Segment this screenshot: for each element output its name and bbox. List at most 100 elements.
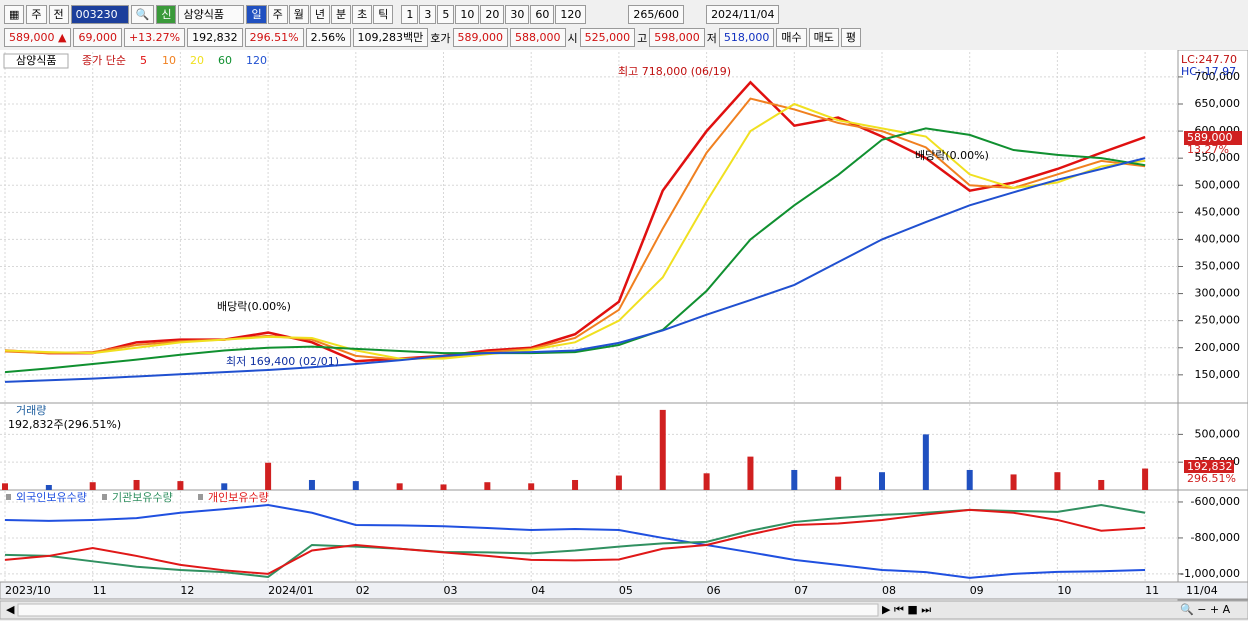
last-change-label: 13.27% xyxy=(1187,143,1229,156)
y-tick-label: -1,000,000 xyxy=(1180,567,1240,580)
legend-entry: 10 xyxy=(162,54,176,67)
volume: 192,832 xyxy=(187,28,243,47)
series-line xyxy=(4,508,1146,575)
x-tick-label: 12 xyxy=(180,584,194,597)
y-tick-label: 500,000 xyxy=(1195,178,1241,191)
volume-bar xyxy=(572,479,579,490)
series-line xyxy=(4,127,1146,374)
series-line xyxy=(4,102,1146,360)
period-button[interactable]: 년 xyxy=(309,4,330,24)
y-tick-label: 300,000 xyxy=(1195,287,1241,300)
series-line xyxy=(4,157,1146,383)
x-tick-label: 03 xyxy=(444,584,458,597)
menu-button[interactable]: ▦ xyxy=(4,4,25,24)
last-price-label: 589,000 xyxy=(1187,131,1233,144)
period-button[interactable]: 분 xyxy=(330,4,352,24)
count[interactable]: 265/600 xyxy=(628,4,685,24)
avg-button[interactable]: 평 xyxy=(840,28,862,47)
y-tick-label: -600,000 xyxy=(1191,495,1240,508)
volume-bar xyxy=(2,483,8,490)
legend-entry: 개인보유수량 xyxy=(208,491,269,504)
buy-button[interactable]: 매수 xyxy=(776,28,807,47)
volume-bar xyxy=(133,479,140,490)
quote-bar: 589,000 ▲ 69,000 +13.27% 192,832 296.51%… xyxy=(0,27,1248,48)
interval-button[interactable]: 3 xyxy=(419,4,437,24)
legend-entry: 20 xyxy=(190,54,204,67)
legend-entry: 120 xyxy=(246,54,267,67)
interval-button[interactable]: 60 xyxy=(530,4,555,24)
period-button[interactable]: 주 xyxy=(267,4,288,24)
change-pct: +13.27% xyxy=(123,28,186,47)
y-tick-label: 450,000 xyxy=(1195,205,1241,218)
last-volume-box xyxy=(1184,460,1234,473)
bid: 588,000 xyxy=(510,28,566,47)
volume-ratio: 296.51% xyxy=(244,28,304,47)
volume-bar xyxy=(352,481,359,490)
interval-button[interactable]: 10 xyxy=(455,4,480,24)
amount: 109,283백만 xyxy=(352,28,429,47)
series-line xyxy=(4,80,1146,363)
x-tick-label: 2024/01 xyxy=(268,584,314,597)
volume-bar xyxy=(966,469,973,490)
volume-bar xyxy=(221,483,228,490)
volume-bar xyxy=(177,481,184,490)
interval-button[interactable]: 120 xyxy=(555,4,587,24)
stock-name: 삼양식품 xyxy=(178,4,245,24)
scroll-controls[interactable]: ▶ ⏮ ■ ⏭ xyxy=(882,603,931,616)
x-tick-label: 11 xyxy=(93,584,107,597)
legend-swatch xyxy=(198,494,203,500)
volume-bar xyxy=(703,473,710,490)
dividend-label: 배당락(0.00%) xyxy=(915,149,989,162)
volume-bar xyxy=(835,476,842,490)
search[interactable]: 🔍 xyxy=(130,4,155,24)
code-input[interactable]: 003230 xyxy=(70,4,129,24)
last-volume-label: 192,832 xyxy=(1187,460,1233,473)
series-line xyxy=(4,504,1146,579)
period-button[interactable]: 틱 xyxy=(373,4,394,24)
period-button[interactable]: 월 xyxy=(288,4,309,24)
sell-button[interactable]: 매도 xyxy=(808,28,839,47)
date[interactable]: 2024/11/04 xyxy=(706,4,780,24)
x-tick-label: 06 xyxy=(707,584,721,597)
volume-bar xyxy=(45,484,52,490)
zoom-controls[interactable]: 🔍 − + A xyxy=(1180,602,1231,616)
y-tick-label: 150,000 xyxy=(1195,368,1241,381)
x-tick-label: 09 xyxy=(970,584,984,597)
interval-button[interactable]: 1 xyxy=(401,4,419,24)
y-tick-label: 500,000 xyxy=(1195,427,1241,440)
last-ratio-label: 296.51% xyxy=(1187,472,1236,485)
legend-title: 종가 단순 xyxy=(82,54,126,67)
y-tick-label: 200,000 xyxy=(1195,341,1241,354)
period-button[interactable]: 초 xyxy=(352,4,373,24)
period-button[interactable]: 일 xyxy=(246,4,267,24)
scope[interactable]: 전 xyxy=(48,4,69,24)
open-label: 시 xyxy=(567,31,578,45)
legend-swatch xyxy=(6,494,11,500)
volume-bar xyxy=(440,484,447,490)
volume-bar xyxy=(528,483,535,490)
legend-entry: 5 xyxy=(140,54,147,67)
interval-button[interactable]: 5 xyxy=(437,4,455,24)
chart-background xyxy=(0,50,1248,600)
price: 589,000 ▲ xyxy=(4,28,72,47)
low: 518,000 xyxy=(718,28,775,47)
scroll-left[interactable]: ◀ xyxy=(6,603,15,616)
scroll-thumb[interactable] xyxy=(17,603,879,617)
x-tick-label: 2023/10 xyxy=(5,584,51,597)
market[interactable]: 주 xyxy=(26,4,47,24)
title-box xyxy=(3,53,69,69)
interval-button[interactable]: 20 xyxy=(480,4,505,24)
volume-title: 거래량 xyxy=(16,404,46,417)
x-tick-label: 05 xyxy=(619,584,633,597)
interval-button[interactable]: 30 xyxy=(505,4,530,24)
x-end-label: 11/04 xyxy=(1186,584,1218,597)
volume-subtitle: 192,832주(296.51%) xyxy=(8,418,121,431)
legend-entry: 60 xyxy=(218,54,232,67)
last-price-box xyxy=(1184,131,1242,145)
volume-bar xyxy=(1098,479,1105,490)
date-axis xyxy=(0,581,1248,600)
x-tick-label: 08 xyxy=(882,584,896,597)
